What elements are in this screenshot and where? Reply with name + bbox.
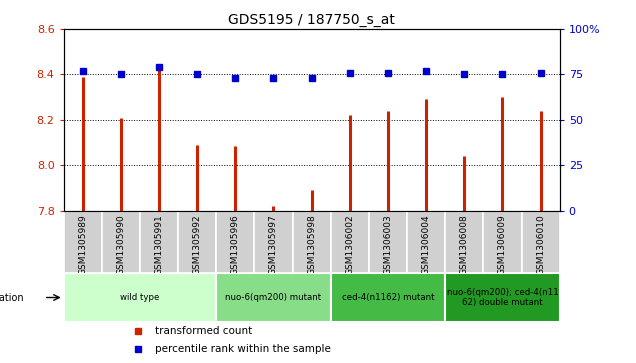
Text: GSM1305991: GSM1305991 bbox=[155, 214, 163, 275]
Text: GSM1305989: GSM1305989 bbox=[78, 214, 87, 275]
Bar bbox=[407, 211, 445, 273]
Text: genotype/variation: genotype/variation bbox=[0, 293, 24, 302]
Text: GSM1306008: GSM1306008 bbox=[460, 214, 469, 275]
Bar bbox=[254, 211, 293, 273]
Text: percentile rank within the sample: percentile rank within the sample bbox=[155, 344, 331, 354]
Text: GSM1306003: GSM1306003 bbox=[384, 214, 392, 275]
Bar bbox=[216, 211, 254, 273]
Bar bbox=[64, 273, 216, 322]
Text: ced-4(n1162) mutant: ced-4(n1162) mutant bbox=[342, 293, 434, 302]
Bar bbox=[102, 211, 140, 273]
Bar bbox=[522, 211, 560, 273]
Text: GSM1306004: GSM1306004 bbox=[422, 214, 431, 274]
Text: GSM1306009: GSM1306009 bbox=[498, 214, 507, 275]
Text: transformed count: transformed count bbox=[155, 326, 252, 336]
Bar bbox=[369, 211, 407, 273]
Text: GSM1305996: GSM1305996 bbox=[231, 214, 240, 275]
Text: wild type: wild type bbox=[120, 293, 160, 302]
Text: nuo-6(qm200); ced-4(n11
62) double mutant: nuo-6(qm200); ced-4(n11 62) double mutan… bbox=[446, 288, 558, 307]
Bar bbox=[293, 211, 331, 273]
Text: GSM1306010: GSM1306010 bbox=[536, 214, 545, 275]
Bar bbox=[331, 273, 445, 322]
Bar bbox=[445, 211, 483, 273]
Text: GSM1305998: GSM1305998 bbox=[307, 214, 316, 275]
Bar bbox=[216, 273, 331, 322]
Bar bbox=[64, 211, 102, 273]
Text: GSM1306002: GSM1306002 bbox=[345, 214, 354, 274]
Bar bbox=[140, 211, 178, 273]
Text: nuo-6(qm200) mutant: nuo-6(qm200) mutant bbox=[225, 293, 322, 302]
Title: GDS5195 / 187750_s_at: GDS5195 / 187750_s_at bbox=[228, 13, 395, 26]
Bar bbox=[445, 273, 560, 322]
Text: GSM1305992: GSM1305992 bbox=[193, 214, 202, 274]
Bar bbox=[178, 211, 216, 273]
Bar bbox=[483, 211, 522, 273]
Text: GSM1305997: GSM1305997 bbox=[269, 214, 278, 275]
Text: GSM1305990: GSM1305990 bbox=[116, 214, 125, 275]
Bar bbox=[331, 211, 369, 273]
